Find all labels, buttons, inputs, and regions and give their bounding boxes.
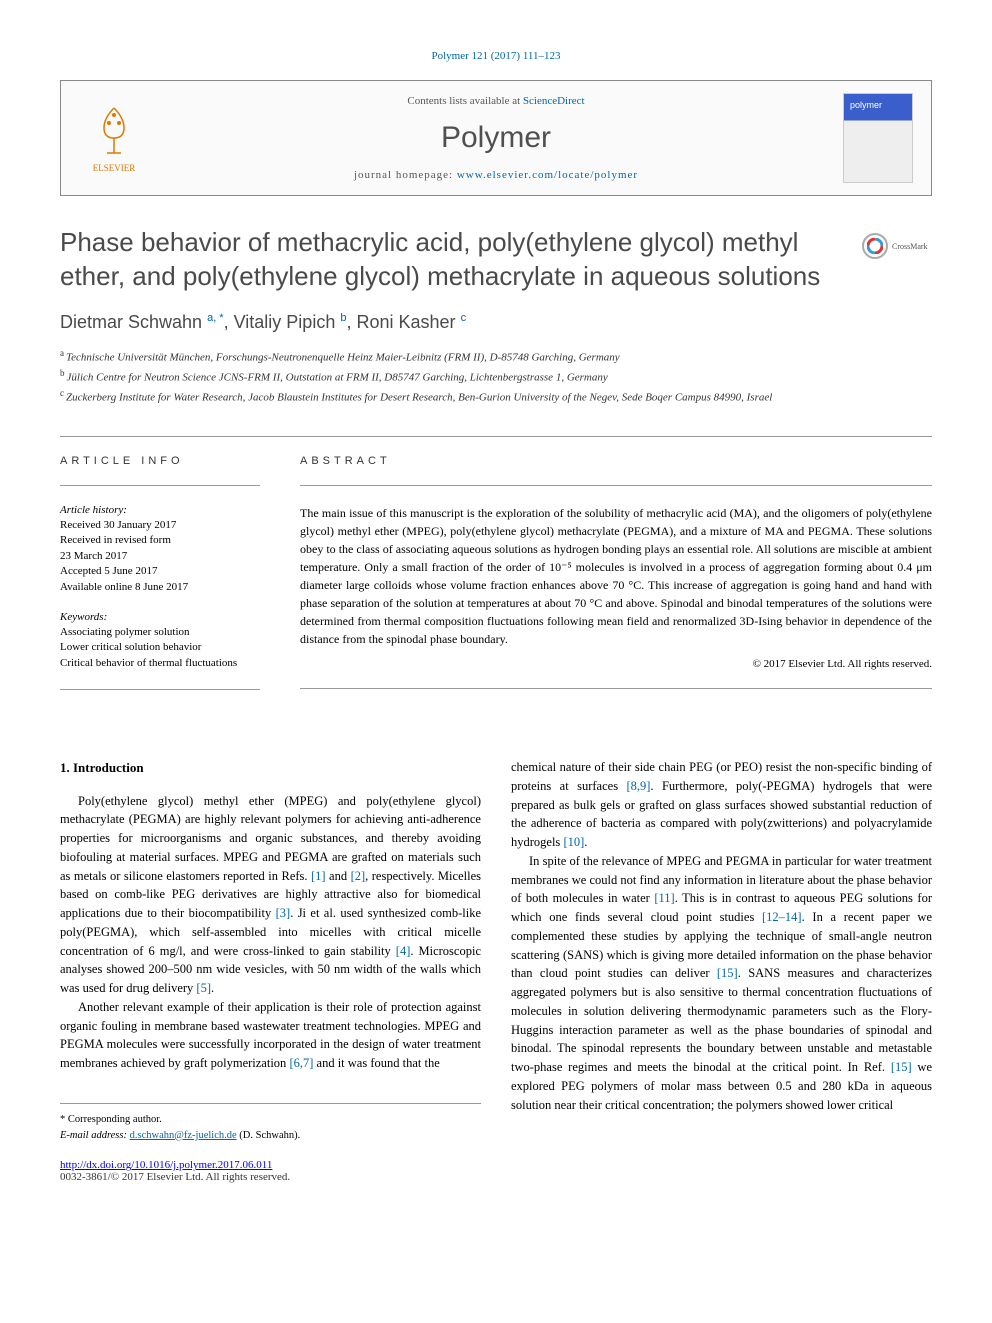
email-line: E-mail address: d.schwahn@fz-juelich.de …: [60, 1128, 481, 1144]
section-heading: 1. Introduction: [60, 758, 481, 778]
article-title: Phase behavior of methacrylic acid, poly…: [60, 226, 842, 294]
contents-prefix: Contents lists available at: [407, 95, 522, 107]
body-columns: 1. Introduction Poly(ethylene glycol) me…: [60, 758, 932, 1143]
body-text: and it was found that the: [313, 1056, 439, 1070]
reference-link[interactable]: [5]: [196, 981, 211, 995]
divider: [300, 485, 932, 486]
history-item: Accepted 5 June 2017: [60, 564, 260, 579]
body-text: .: [584, 835, 587, 849]
abstract-section: ABSTRACT The main issue of this manuscri…: [300, 455, 932, 708]
publisher-name: ELSEVIER: [93, 163, 136, 173]
issn-line: 0032-3861/© 2017 Elsevier Ltd. All right…: [60, 1171, 932, 1183]
copyright-line: © 2017 Elsevier Ltd. All rights reserved…: [300, 658, 932, 670]
article-info-label: ARTICLE INFO: [60, 455, 260, 467]
reference-link[interactable]: [6,7]: [289, 1056, 313, 1070]
body-text: and: [326, 869, 351, 883]
affiliation-mark: a: [60, 348, 64, 358]
affiliation: aTechnische Universität München, Forschu…: [60, 347, 932, 366]
article-info: ARTICLE INFO Article history: Received 3…: [60, 455, 260, 708]
crossmark-badge[interactable]: CrossMark: [862, 226, 932, 266]
reference-link[interactable]: [15]: [717, 966, 738, 980]
keyword: Critical behavior of thermal fluctuation…: [60, 656, 260, 671]
sciencedirect-link[interactable]: ScienceDirect: [523, 95, 585, 107]
paragraph: In spite of the relevance of MPEG and PE…: [511, 852, 932, 1115]
info-abstract-row: ARTICLE INFO Article history: Received 3…: [60, 455, 932, 708]
doi-area: http://dx.doi.org/10.1016/j.polymer.2017…: [60, 1159, 932, 1183]
affiliation: bJülich Centre for Neutron Science JCNS-…: [60, 367, 932, 386]
right-column: chemical nature of their side chain PEG …: [511, 758, 932, 1143]
body-text: .: [211, 981, 214, 995]
contents-line: Contents lists available at ScienceDirec…: [167, 95, 825, 107]
reference-link[interactable]: [8,9]: [626, 779, 650, 793]
reference-link[interactable]: [4]: [396, 944, 411, 958]
author-mark: a, *: [207, 312, 224, 324]
homepage-line: journal homepage: www.elsevier.com/locat…: [167, 169, 825, 181]
paragraph: chemical nature of their side chain PEG …: [511, 758, 932, 852]
reference-link[interactable]: [10]: [563, 835, 584, 849]
reference-link[interactable]: [3]: [276, 906, 291, 920]
history-item: 23 March 2017: [60, 549, 260, 564]
citation-line: Polymer 121 (2017) 111–123: [60, 50, 932, 62]
author-mark: b: [340, 312, 346, 324]
journal-name: Polymer: [167, 121, 825, 155]
email-label: E-mail address:: [60, 1130, 130, 1141]
divider: [300, 688, 932, 689]
elsevier-logo: ELSEVIER: [79, 96, 149, 181]
keyword: Lower critical solution behavior: [60, 640, 260, 655]
author-mark: c: [461, 312, 467, 324]
abstract-text: The main issue of this manuscript is the…: [300, 504, 932, 648]
email-link[interactable]: d.schwahn@fz-juelich.de: [130, 1130, 237, 1141]
divider: [60, 436, 932, 437]
affiliation-text: Technische Universität München, Forschun…: [66, 351, 620, 363]
journal-cover-thumbnail: [843, 93, 913, 183]
affiliation: cZuckerberg Institute for Water Research…: [60, 387, 932, 406]
author-name: Dietmar Schwahn: [60, 312, 202, 332]
paper-page: Polymer 121 (2017) 111–123 ELSEVIER Cont…: [0, 0, 992, 1233]
journal-header: ELSEVIER Contents lists available at Sci…: [60, 80, 932, 196]
email-owner: (D. Schwahn).: [237, 1130, 301, 1141]
history-item: Available online 8 June 2017: [60, 580, 260, 595]
history-item: Received 30 January 2017: [60, 518, 260, 533]
crossmark-icon: [862, 233, 888, 259]
reference-link[interactable]: [12–14]: [762, 910, 802, 924]
abstract-label: ABSTRACT: [300, 455, 932, 467]
affiliation-mark: b: [60, 368, 65, 378]
author-list: Dietmar Schwahn a, *, Vitaliy Pipich b, …: [60, 312, 932, 333]
author-name: Roni Kasher: [356, 312, 455, 332]
history-item: Received in revised form: [60, 533, 260, 548]
footnote-area: * Corresponding author. E-mail address: …: [60, 1103, 481, 1144]
history-label: Article history:: [60, 504, 260, 516]
reference-link[interactable]: [15]: [891, 1060, 912, 1074]
homepage-prefix: journal homepage:: [354, 169, 457, 181]
crossmark-label: CrossMark: [892, 242, 928, 251]
paragraph: Poly(ethylene glycol) methyl ether (MPEG…: [60, 792, 481, 998]
doi-link[interactable]: http://dx.doi.org/10.1016/j.polymer.2017…: [60, 1159, 272, 1171]
divider: [60, 485, 260, 486]
author-name: Vitaliy Pipich: [234, 312, 336, 332]
reference-link[interactable]: [2]: [351, 869, 366, 883]
keywords-label: Keywords:: [60, 611, 260, 623]
paragraph: Another relevant example of their applic…: [60, 998, 481, 1073]
homepage-link[interactable]: www.elsevier.com/locate/polymer: [457, 169, 638, 181]
affiliation-text: Zuckerberg Institute for Water Research,…: [66, 392, 772, 404]
divider: [60, 689, 260, 690]
affiliation-mark: c: [60, 388, 64, 398]
header-center: Contents lists available at ScienceDirec…: [167, 95, 825, 181]
corresponding-author: * Corresponding author.: [60, 1112, 481, 1128]
reference-link[interactable]: [1]: [311, 869, 326, 883]
elsevier-tree-icon: [89, 103, 139, 163]
keyword: Associating polymer solution: [60, 625, 260, 640]
affiliation-text: Jülich Centre for Neutron Science JCNS-F…: [67, 371, 608, 383]
affiliations: aTechnische Universität München, Forschu…: [60, 347, 932, 406]
title-row: Phase behavior of methacrylic acid, poly…: [60, 226, 932, 294]
reference-link[interactable]: [11]: [654, 891, 674, 905]
body-text: . SANS measures and characterizes aggreg…: [511, 966, 932, 1074]
left-column: 1. Introduction Poly(ethylene glycol) me…: [60, 758, 481, 1143]
